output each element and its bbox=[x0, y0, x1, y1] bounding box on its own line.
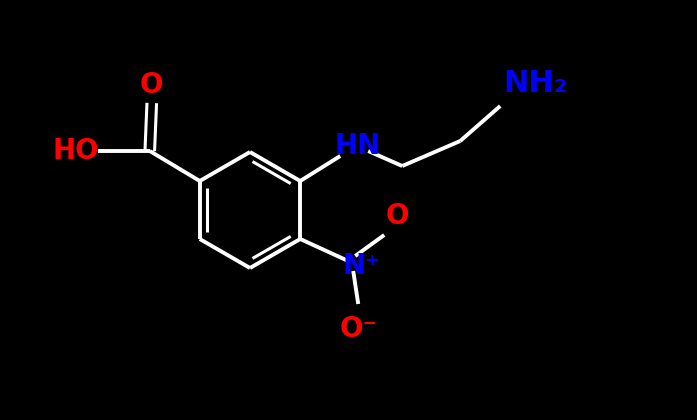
Text: HN: HN bbox=[334, 132, 381, 160]
Text: O: O bbox=[385, 202, 409, 230]
Text: NH₂: NH₂ bbox=[503, 69, 567, 99]
Text: O: O bbox=[140, 71, 164, 99]
Text: N⁺: N⁺ bbox=[342, 252, 380, 280]
Text: O⁻: O⁻ bbox=[339, 315, 377, 343]
Text: HO: HO bbox=[52, 137, 99, 165]
